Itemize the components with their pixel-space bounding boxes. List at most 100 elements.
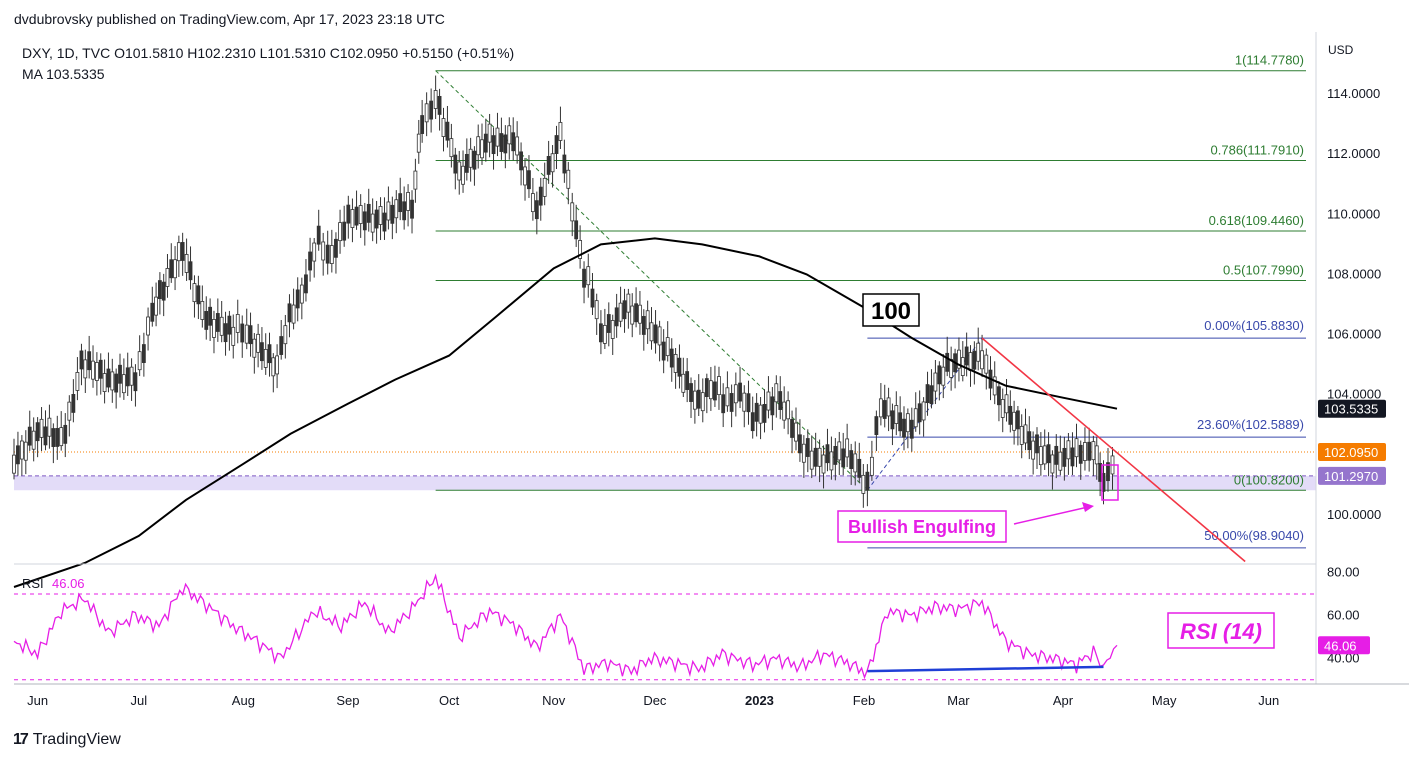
- fib-level-label: 1(114.7780): [1235, 53, 1304, 68]
- candle-body: [59, 427, 64, 447]
- candle: [1106, 448, 1110, 492]
- candle-body: [574, 220, 579, 240]
- candle-body: [334, 238, 338, 258]
- candle-body: [260, 342, 264, 362]
- candle: [721, 383, 726, 428]
- candle: [1062, 436, 1067, 481]
- candle: [746, 380, 751, 425]
- candle-body: [626, 293, 631, 313]
- candle: [638, 290, 642, 335]
- candle-body: [196, 285, 201, 305]
- candle: [542, 162, 547, 206]
- candle-body: [1019, 425, 1024, 445]
- candle-body: [913, 408, 918, 428]
- candle: [641, 309, 646, 351]
- candle-body: [558, 122, 563, 141]
- candle-body: [602, 324, 607, 344]
- candle: [713, 365, 717, 407]
- candle: [47, 404, 52, 449]
- candle: [180, 232, 185, 276]
- candle: [770, 387, 775, 431]
- candle-body: [594, 300, 599, 320]
- candle: [75, 357, 80, 401]
- candle: [350, 198, 355, 243]
- candle-body: [204, 311, 209, 330]
- candle: [55, 415, 60, 460]
- candle: [738, 366, 742, 409]
- candle-body: [231, 326, 236, 346]
- candle-body: [641, 316, 646, 335]
- candle-body: [424, 103, 429, 123]
- candle-body: [267, 344, 272, 364]
- candle-body: [582, 268, 586, 288]
- candle: [984, 348, 989, 390]
- candle-body: [146, 316, 150, 336]
- time-tick-label: 2023: [745, 693, 774, 708]
- candle-body: [464, 153, 469, 173]
- price-badge-label: 102.0950: [1324, 445, 1378, 460]
- candle: [1094, 437, 1099, 480]
- candle: [19, 435, 24, 476]
- candle: [141, 332, 146, 377]
- candle-body: [16, 445, 20, 465]
- candle-body: [188, 261, 193, 281]
- candle: [582, 261, 586, 304]
- candle-body: [208, 306, 213, 326]
- candle-body: [841, 448, 846, 468]
- candle: [929, 369, 934, 409]
- candle: [661, 329, 666, 374]
- candle-body: [1046, 444, 1051, 464]
- candle: [449, 123, 454, 168]
- candle: [523, 158, 527, 201]
- candle-body: [362, 211, 367, 231]
- pattern-arrow-shaft: [1013, 506, 1089, 525]
- candle: [590, 273, 595, 316]
- candle-body: [342, 221, 347, 241]
- candle: [949, 346, 954, 391]
- rsi-value-badge-label: 46.06: [1324, 638, 1357, 653]
- candle: [252, 333, 257, 374]
- candle-body: [669, 348, 674, 368]
- candle-body: [394, 199, 399, 219]
- candle: [554, 125, 559, 169]
- candle: [110, 358, 115, 403]
- fib-extension-label: 23.60%(102.5889): [1197, 417, 1304, 432]
- candle-body: [110, 371, 115, 391]
- plot-area: 1(114.7780) 0.786(111.7910) 0.618(109.4460…: [12, 53, 1316, 588]
- candle: [894, 391, 899, 436]
- candle: [1038, 432, 1043, 476]
- candle: [63, 413, 68, 458]
- candle-body: [291, 304, 296, 324]
- candle-body: [665, 337, 670, 357]
- candle-body: [12, 454, 16, 474]
- candle: [1008, 390, 1013, 433]
- candle-body: [1094, 445, 1099, 465]
- candle-body: [554, 135, 559, 154]
- candle-body: [957, 349, 961, 369]
- candle-body: [223, 323, 228, 343]
- candle: [717, 366, 721, 410]
- rsi-tick-label: 80.00: [1327, 565, 1360, 580]
- candle-body: [685, 371, 690, 390]
- candle-body: [192, 283, 197, 303]
- candle-body: [770, 396, 775, 416]
- candle-body: [713, 381, 717, 401]
- candle: [1042, 429, 1047, 470]
- candle: [677, 344, 682, 389]
- candle: [1023, 408, 1028, 451]
- candle: [125, 352, 130, 396]
- candle: [708, 366, 713, 411]
- candle-body: [1078, 444, 1083, 464]
- candle: [358, 194, 363, 238]
- candle: [299, 277, 304, 320]
- candle-body: [27, 426, 32, 446]
- price-tick-label: 108.0000: [1327, 266, 1381, 281]
- candle-body: [263, 349, 268, 368]
- candle-body: [71, 393, 76, 413]
- candle-body: [562, 154, 567, 174]
- candle-body: [1038, 446, 1043, 466]
- candle-body: [1008, 405, 1013, 425]
- candle: [219, 300, 224, 343]
- tradingview-logo[interactable]: 17 TradingView: [13, 731, 121, 749]
